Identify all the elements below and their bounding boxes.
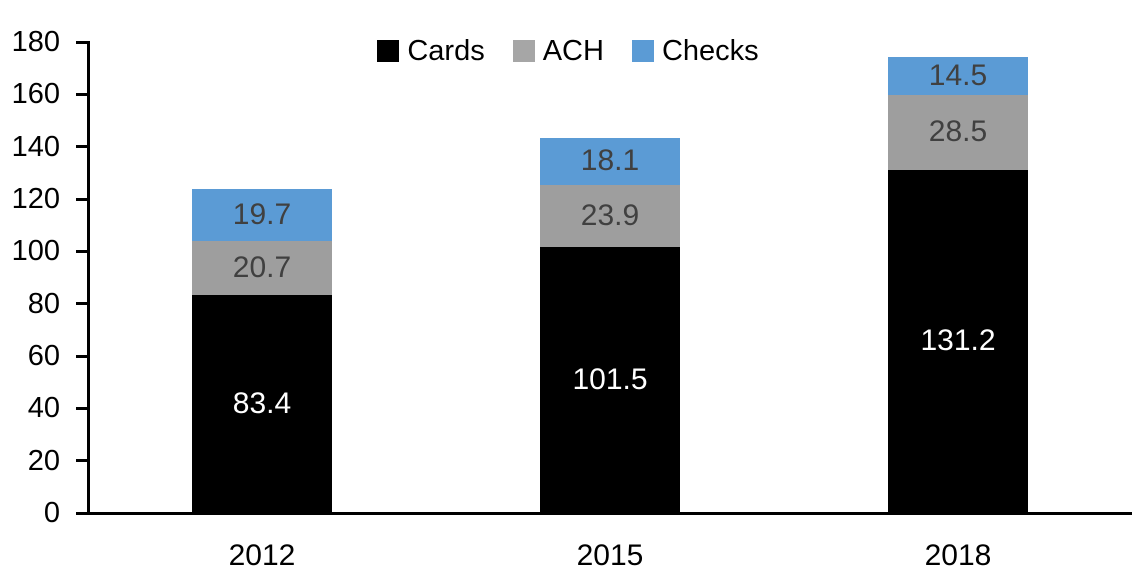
y-axis-tick-mark — [76, 406, 88, 410]
bar-segment-cards-2012 — [192, 294, 332, 513]
y-axis-tick-label: 60 — [27, 340, 60, 372]
y-axis-tick-mark — [76, 197, 88, 201]
bar-segment-cards-2015 — [540, 247, 680, 513]
y-axis-tick-mark — [76, 92, 88, 96]
legend-item-checks: Checks — [631, 34, 759, 67]
y-axis-tick-label: 140 — [11, 130, 60, 163]
bar-value-label: 23.9 — [580, 199, 640, 233]
bar-segment-checks-2012 — [192, 189, 332, 241]
legend-item-ach: ACH — [512, 34, 604, 67]
y-axis-line — [87, 41, 90, 515]
x-axis-label: 2015 — [576, 539, 644, 572]
legend-label: Cards — [407, 34, 485, 67]
bar-value-label: 20.7 — [232, 250, 292, 284]
bar-segment-checks-2018 — [888, 57, 1028, 96]
chart-legend: Cards ACH Checks — [0, 33, 1136, 69]
x-axis-line — [87, 512, 1132, 515]
y-axis-tick-mark — [76, 40, 88, 44]
y-axis-tick-label: 20 — [27, 444, 60, 477]
legend-item-cards: Cards — [377, 34, 485, 67]
y-axis-tick-label: 100 — [11, 235, 60, 268]
y-axis-tick-label: 160 — [11, 78, 60, 111]
y-axis-tick-mark — [76, 354, 88, 358]
y-axis-tick-mark — [76, 302, 88, 306]
y-axis-tick-mark — [76, 145, 88, 149]
y-axis-tick-mark — [76, 511, 88, 515]
y-axis-tick-mark — [76, 459, 88, 463]
bar-segment-cards-2018 — [888, 169, 1028, 513]
bar-segment-ach-2012 — [192, 240, 332, 295]
legend-swatch-icon — [512, 40, 535, 62]
legend-label: ACH — [542, 34, 604, 67]
bar-value-label: 14.5 — [928, 59, 988, 93]
bar-segment-ach-2015 — [540, 184, 680, 248]
legend-label: Checks — [661, 34, 759, 67]
y-axis-tick-label: 180 — [11, 26, 60, 58]
y-axis-tick-label: 40 — [27, 392, 60, 425]
bar-value-label: 28.5 — [928, 115, 988, 149]
bar-value-label: 131.2 — [920, 324, 996, 358]
legend-swatch-icon — [631, 40, 654, 62]
bar-value-label: 19.7 — [232, 197, 292, 231]
x-axis-label: 2012 — [228, 539, 296, 572]
y-axis-tick-label: 120 — [11, 183, 60, 215]
bar-value-label: 101.5 — [572, 363, 648, 397]
y-axis-tick-label: 0 — [43, 497, 60, 529]
x-axis-label: 2018 — [924, 539, 992, 572]
legend-swatch-icon — [377, 40, 400, 62]
y-axis-tick-mark — [76, 249, 88, 253]
bar-segment-ach-2018 — [888, 95, 1028, 170]
bar-value-label: 83.4 — [232, 386, 292, 420]
bar-segment-checks-2015 — [540, 137, 680, 185]
y-axis-tick-label: 80 — [27, 287, 60, 320]
bar-value-label: 18.1 — [580, 144, 640, 178]
